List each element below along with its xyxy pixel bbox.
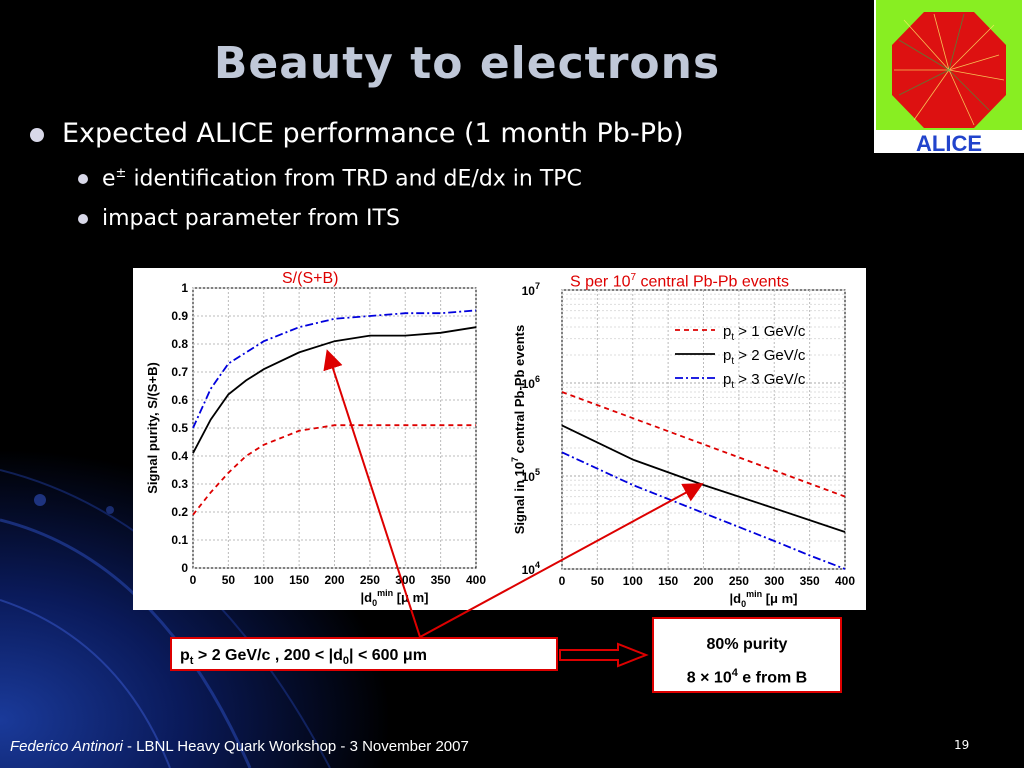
x-tick-label: 100 (623, 574, 643, 588)
purity-chart-title: S/(S+B) (282, 270, 339, 287)
x-tick-label: 200 (693, 574, 713, 588)
y-tick-label: 0.3 (171, 477, 188, 491)
x-axis-label: |d0min [μ m] (729, 589, 797, 609)
alice-logo: ALICE (874, 0, 1024, 156)
condition-box: pt > 2 GeV/c , 200 < |d0| < 600 μm (170, 637, 558, 671)
x-tick-label: 0 (190, 573, 197, 587)
y-tick-label: 107 (522, 281, 540, 298)
series-line-2 (192, 309, 477, 429)
legend-entry: pt > 2 GeV/c (723, 347, 806, 367)
y-tick-label: 0.5 (171, 421, 188, 435)
y-tick-label: 0.7 (171, 365, 188, 379)
x-tick-label: 0 (559, 574, 566, 588)
slide-title: Beauty to electrons (213, 38, 721, 89)
bullet-impact-parameter: impact parameter from ITS (78, 206, 400, 231)
y-tick-label: 0.4 (171, 449, 188, 463)
legend-entry: pt > 1 GeV/c (723, 323, 806, 343)
bullet-alice-performance: Expected ALICE performance (1 month Pb-P… (30, 118, 684, 149)
x-tick-label: 300 (764, 574, 784, 588)
x-tick-label: 250 (360, 573, 380, 587)
bullet-dot (78, 214, 88, 224)
signal-chart-title: S per 107 central Pb-Pb events (570, 272, 790, 291)
footer: Federico Antinori - LBNL Heavy Quark Wor… (10, 738, 469, 755)
x-tick-label: 350 (431, 573, 451, 587)
result-box: 80% purity 8 × 104 e from B (652, 617, 842, 693)
y-tick-label: 0 (181, 561, 188, 575)
y-tick-label: 0.6 (171, 393, 188, 407)
y-tick-label: 105 (522, 467, 540, 484)
annotation-arrows (323, 349, 704, 668)
bullet-dot (78, 174, 88, 185)
y-tick-label: 0.8 (171, 337, 188, 351)
series-line-0 (192, 424, 476, 516)
x-tick-label: 100 (254, 573, 274, 587)
y-tick-label: 0.2 (171, 505, 188, 519)
x-axis-label: |d0min [μ m] (360, 588, 428, 608)
block-arrow (559, 642, 649, 668)
purity-chart: 0 50 100 150 200 250 300 350 400 0 0.1 0.2 0.3 0.4 0.5… (145, 281, 486, 608)
x-tick-label: 400 (466, 573, 486, 587)
series-line-1 (192, 326, 477, 454)
series-line-2 (561, 451, 846, 570)
arrow-to-purity (323, 349, 421, 638)
arrow-to-signal (419, 483, 704, 638)
y-tick-label: 104 (522, 560, 540, 577)
x-tick-label: 50 (222, 573, 236, 587)
x-tick-label: 400 (835, 574, 855, 588)
x-tick-label: 50 (591, 574, 605, 588)
bullet-e-identification: e± identification from TRD and dE/dx in … (78, 166, 582, 191)
y-tick-label: 106 (522, 374, 540, 391)
bullet-dot (30, 127, 44, 142)
y-axis-label: Signal purity, S/(S+B) (145, 362, 160, 494)
y-tick-label: 0.9 (171, 309, 188, 323)
x-tick-label: 150 (658, 574, 678, 588)
x-tick-label: 300 (395, 573, 415, 587)
svg-text:ALICE: ALICE (916, 131, 982, 153)
x-tick-label: 200 (324, 573, 344, 587)
y-tick-label: 0.1 (171, 533, 188, 547)
x-tick-label: 250 (729, 574, 749, 588)
y-tick-label: 1 (181, 281, 188, 295)
page-number: 19 (954, 738, 970, 752)
legend-entry: pt > 3 GeV/c (723, 371, 806, 391)
x-tick-label: 350 (800, 574, 820, 588)
y-axis-label: Signal in 107 central Pb-Pb events (510, 325, 527, 534)
x-tick-label: 150 (289, 573, 309, 587)
